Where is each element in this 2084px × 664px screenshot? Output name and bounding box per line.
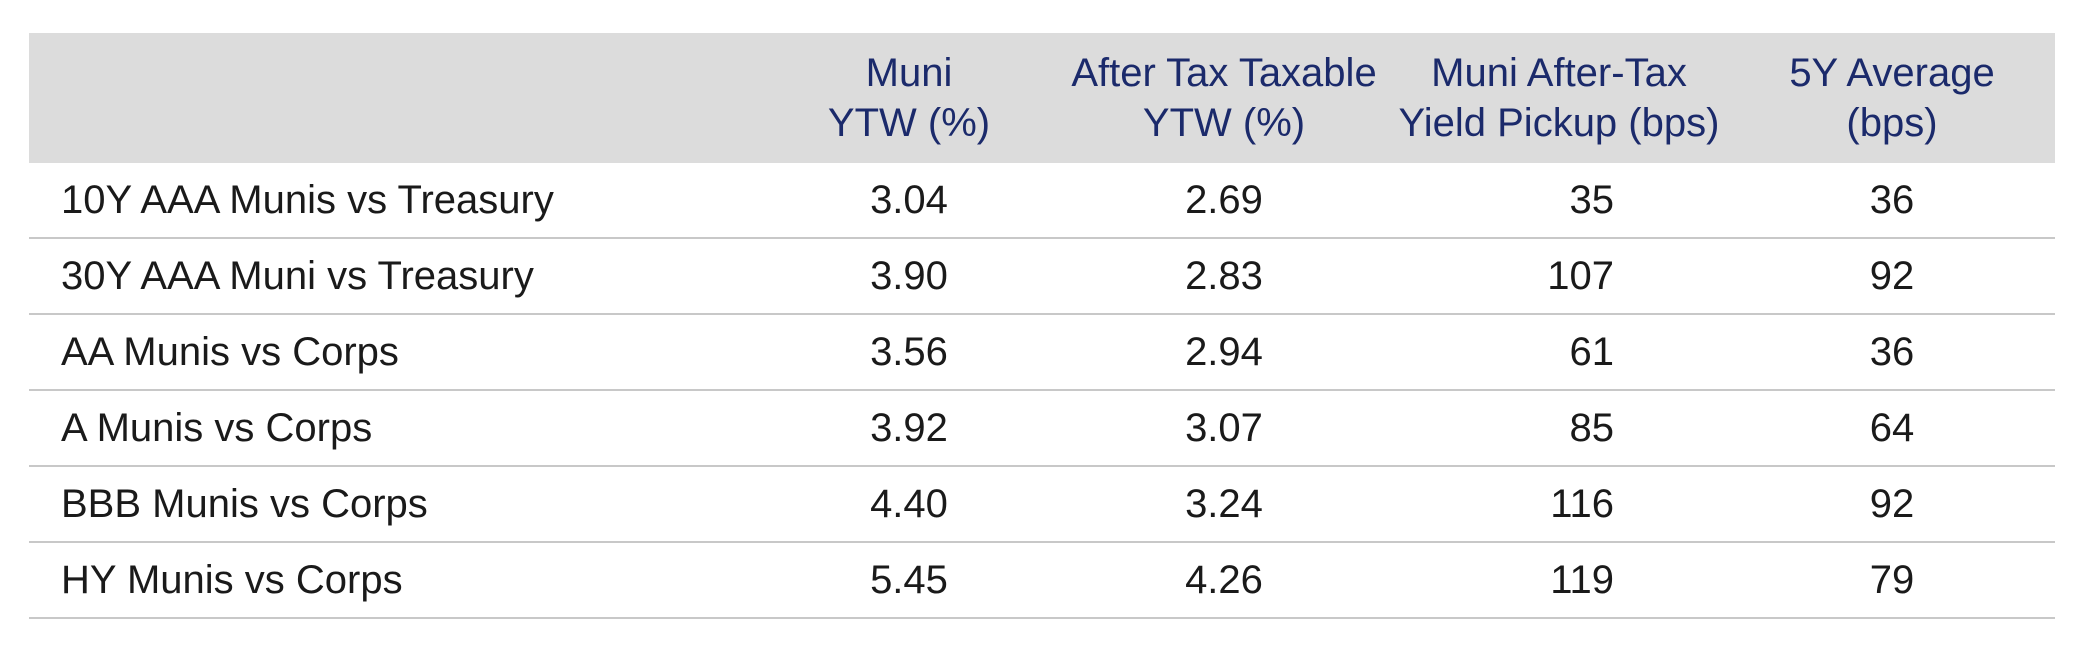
muni-ytw-value: 3.90 [870,253,948,298]
table-row: HY Munis vs Corps 5.45 4.26 119 79 [29,543,2055,619]
table-row: BBB Munis vs Corps 4.40 3.24 116 92 [29,467,2055,543]
yield-pickup-value: 61 [1569,329,1615,374]
header-cell-yield-pickup: Muni After-Tax Yield Pickup (bps) [1389,48,1729,148]
row-label: AA Munis vs Corps [61,329,399,374]
table-row: A Munis vs Corps 3.92 3.07 85 64 [29,391,2055,467]
five-year-average-value: 64 [1869,405,1915,450]
muni-ytw-value: 3.56 [870,329,948,374]
after-tax-taxable-ytw-value: 4.26 [1185,557,1263,602]
header-line: (bps) [1846,101,1938,145]
muni-ytw-value: 4.40 [870,481,948,526]
five-year-average-value: 36 [1869,329,1915,374]
yield-pickup-value: 107 [1547,253,1614,298]
muni-ytw-value: 3.04 [870,177,948,222]
header-cell-after-tax-taxable-ytw: After Tax Taxable YTW (%) [1059,48,1389,148]
row-label: 30Y AAA Muni vs Treasury [61,253,534,298]
row-label: A Munis vs Corps [61,405,373,450]
header-line: Muni [865,51,953,95]
row-label: HY Munis vs Corps [61,557,403,602]
yield-pickup-value: 119 [1550,557,1614,602]
header-line: After Tax Taxable [1071,51,1377,95]
five-year-average-value: 79 [1869,557,1915,602]
row-label: BBB Munis vs Corps [61,481,428,526]
muni-ytw-value: 5.45 [870,557,948,602]
yield-pickup-value: 116 [1550,481,1614,526]
header-line: Yield Pickup (bps) [1398,101,1720,145]
after-tax-taxable-ytw-value: 2.69 [1185,177,1263,222]
header-cell-5y-average: 5Y Average (bps) [1729,48,2055,148]
yield-pickup-value: 85 [1569,405,1615,450]
row-label: 10Y AAA Munis vs Treasury [61,177,554,222]
table-body: 10Y AAA Munis vs Treasury 3.04 2.69 35 36 30Y… [29,163,2055,619]
after-tax-taxable-ytw-value: 3.07 [1185,405,1263,450]
muni-ytw-value: 3.92 [870,405,948,450]
header-line: 5Y Average [1789,51,1995,95]
five-year-average-value: 92 [1869,253,1915,298]
header-line: YTW (%) [1142,101,1306,145]
after-tax-taxable-ytw-value: 2.83 [1185,253,1263,298]
table-row: AA Munis vs Corps 3.56 2.94 61 36 [29,315,2055,391]
table-row: 30Y AAA Muni vs Treasury 3.90 2.83 107 92 [29,239,2055,315]
after-tax-taxable-ytw-value: 2.94 [1185,329,1263,374]
table-header-row: Muni YTW (%) After Tax Taxable YTW (%) M… [29,33,2055,163]
header-line: YTW (%) [827,101,991,145]
five-year-average-value: 36 [1869,177,1915,222]
header-line: Muni After-Tax [1431,51,1687,95]
yield-comparison-table: Muni YTW (%) After Tax Taxable YTW (%) M… [29,33,2055,619]
header-cell-muni-ytw: Muni YTW (%) [759,48,1059,148]
after-tax-taxable-ytw-value: 3.24 [1185,481,1263,526]
yield-pickup-value: 35 [1569,177,1615,222]
five-year-average-value: 92 [1869,481,1915,526]
table-row: 10Y AAA Munis vs Treasury 3.04 2.69 35 36 [29,163,2055,239]
